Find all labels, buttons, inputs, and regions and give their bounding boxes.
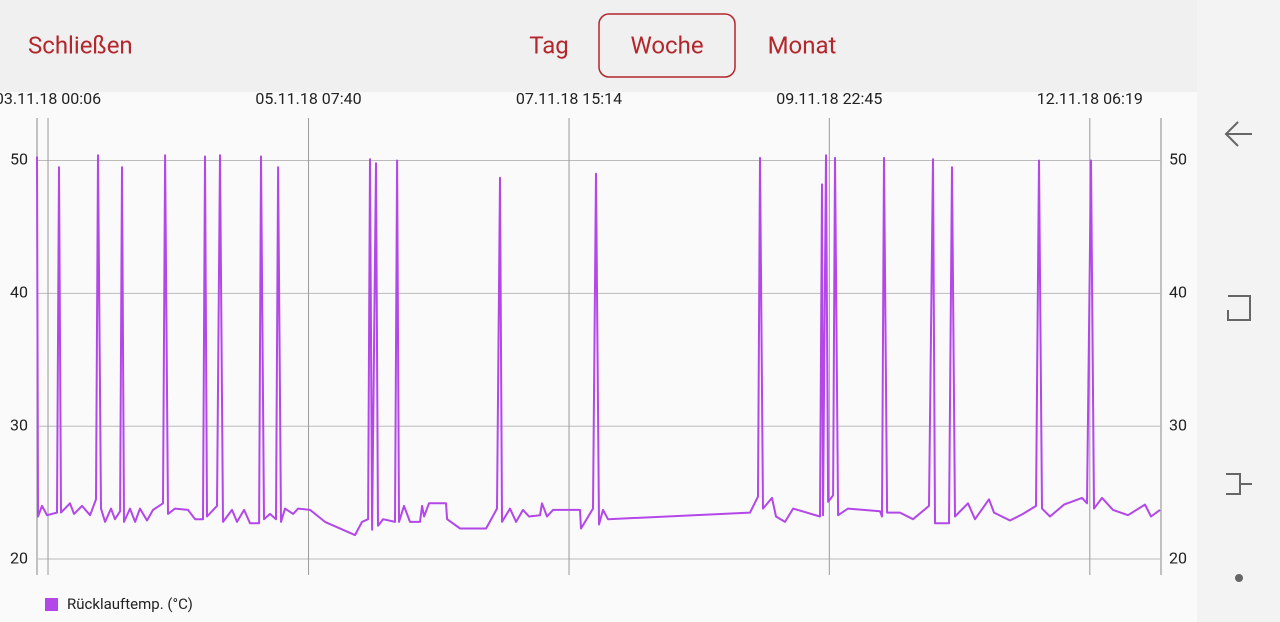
legend-swatch bbox=[45, 598, 58, 611]
y-tick-label: 30 bbox=[10, 415, 28, 434]
close-button[interactable]: Schließen bbox=[28, 31, 133, 59]
line-series bbox=[36, 154, 1161, 537]
tab-day[interactable]: Tag bbox=[529, 31, 569, 59]
y-tick-label-right: 50 bbox=[1169, 150, 1187, 169]
dot-icon[interactable] bbox=[1235, 574, 1243, 582]
tab-selected-outline bbox=[598, 13, 736, 78]
tab-week[interactable]: Woche bbox=[630, 31, 703, 59]
y-tick-label-right: 20 bbox=[1169, 548, 1187, 567]
y-tick-label: 50 bbox=[10, 150, 28, 169]
recents-icon[interactable] bbox=[1227, 295, 1251, 321]
home-icon[interactable] bbox=[1226, 473, 1252, 495]
y-tick-label-right: 40 bbox=[1169, 283, 1187, 302]
legend-label: Rücklauftemp. (°C) bbox=[67, 595, 193, 613]
tab-month[interactable]: Monat bbox=[768, 31, 837, 59]
y-tick-label: 40 bbox=[10, 283, 28, 302]
x-tick-label: 07.11.18 15:14 bbox=[516, 89, 622, 108]
back-icon[interactable] bbox=[1224, 121, 1252, 147]
x-tick-label: 09.11.18 22:45 bbox=[776, 89, 882, 108]
nav-icons bbox=[1224, 121, 1252, 582]
y-tick-label: 20 bbox=[10, 548, 28, 567]
chart: 20 20 30 30 40 40 50 50 03.11.18 00:06 05.11.18 0… bbox=[0, 89, 1187, 613]
x-tick-label: 12.11.18 06:19 bbox=[1037, 89, 1143, 108]
nav-bar bbox=[1197, 0, 1280, 622]
y-tick-label-right: 30 bbox=[1169, 415, 1187, 434]
x-tick-label: 03.11.18 00:06 bbox=[0, 89, 101, 108]
x-tick-label: 05.11.18 07:40 bbox=[255, 89, 361, 108]
